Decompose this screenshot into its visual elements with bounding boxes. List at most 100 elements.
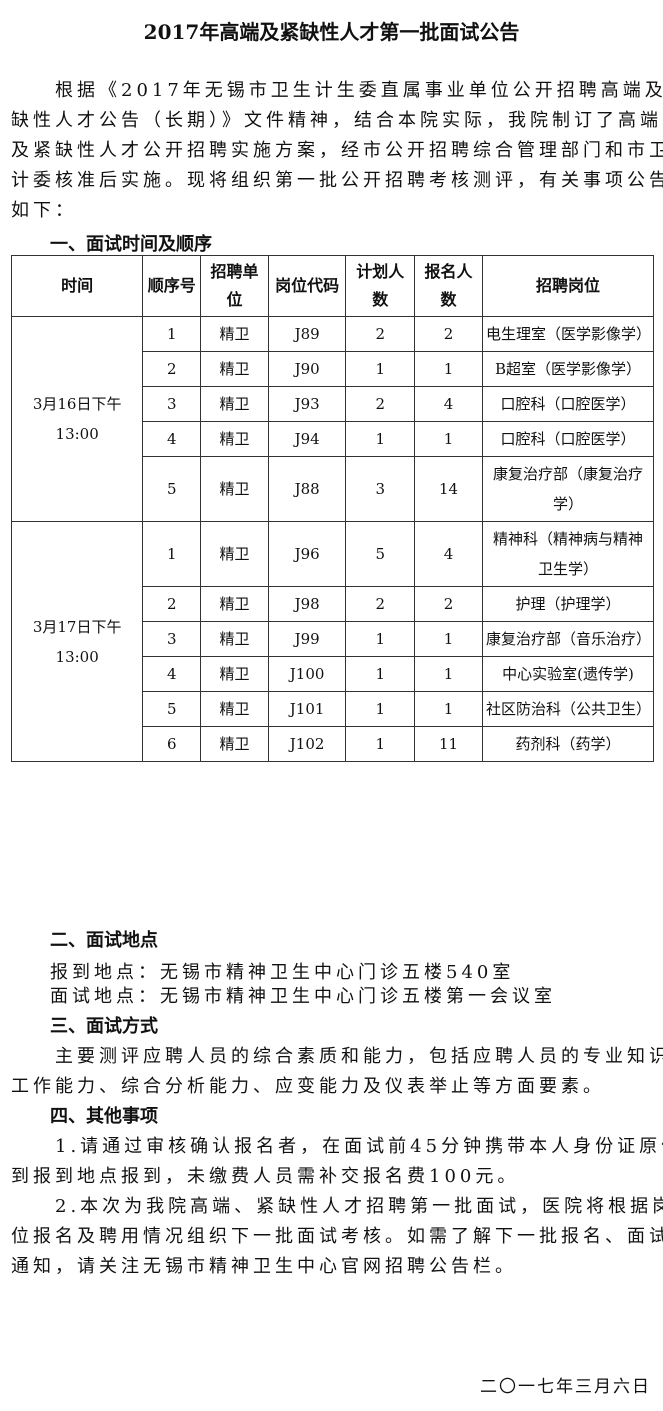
table-cell: J98 <box>267 586 347 622</box>
section-heading-4: 四、其他事项 <box>50 1106 158 1127</box>
table-cell: 精卫 <box>200 621 269 657</box>
table-cell: 精卫 <box>200 656 269 692</box>
column-header: 报名人数 <box>414 255 483 317</box>
table-cell: 康复治疗部（音乐治疗） <box>482 621 654 657</box>
table-cell: J88 <box>267 456 347 522</box>
table-cell: 4 <box>142 656 202 692</box>
table-cell: 1 <box>345 421 416 457</box>
table-row: 2 精卫 J98 2 2 护理（护理学） <box>12 586 654 622</box>
text-line: 到报到地点报到，未缴费人员需补交报名费100元。 <box>11 1166 520 1187</box>
table-row: 3 精卫 J99 1 1 康复治疗部（音乐治疗） <box>12 621 654 657</box>
table-cell: 1 <box>414 351 483 387</box>
table-cell: 1 <box>414 691 483 727</box>
table-cell: 2 <box>414 586 483 622</box>
table-cell: 口腔科（口腔医学） <box>482 386 654 422</box>
table-row: 6 精卫 J102 1 11 药剂科（药学） <box>12 726 654 762</box>
table-cell: J99 <box>267 621 347 657</box>
text-line: 如下： <box>11 200 77 221</box>
table-cell: B超室（医学影像学） <box>482 351 654 387</box>
table-cell: 1 <box>142 316 202 352</box>
table-cell: 电生理室（医学影像学） <box>482 316 654 352</box>
column-header: 顺序号 <box>142 255 202 317</box>
table-row: 3月17日下午13:00 1 精卫 J96 5 4 精神科（精神病与精神卫生学） <box>10 521 654 762</box>
table-cell: 3 <box>142 386 202 422</box>
table-cell: 2 <box>345 316 416 352</box>
table-cell: 护理（护理学） <box>482 586 654 622</box>
table-cell: 1 <box>142 521 202 587</box>
table-cell: 2 <box>345 586 416 622</box>
table-cell: 康复治疗部（康复治疗学） <box>482 456 654 522</box>
text-line: 缺性人才公告（长期）》文件精神，结合本院实际，我院制订了高端 <box>11 110 662 131</box>
table-cell: 精卫 <box>200 691 269 727</box>
table-cell: 1 <box>345 351 416 387</box>
interview-schedule-table: 时间 顺序号 招聘单位 岗位代码 计划人数 报名人数 招聘岗位 3月16日下午13:00 1 精… <box>10 255 654 762</box>
table-cell: 1 <box>345 656 416 692</box>
column-header: 招聘岗位 <box>482 255 654 317</box>
table-cell: J94 <box>267 421 347 457</box>
table-cell: 1 <box>414 421 483 457</box>
column-header: 时间 <box>10 255 144 317</box>
table-cell: J102 <box>267 726 347 762</box>
text-line: 2.本次为我院高端、紧缺性人才招聘第一批面试，医院将根据岗 <box>11 1196 663 1217</box>
time-cell: 3月16日下午13:00 <box>10 316 144 522</box>
table-cell: 2 <box>345 386 416 422</box>
report-place: 报到地点：无锡市精神卫生中心门诊五楼540室 <box>50 962 515 983</box>
table-cell: 精卫 <box>200 386 269 422</box>
table-cell: 3 <box>345 456 416 522</box>
section-heading-1: 一、面试时间及顺序 <box>50 234 212 255</box>
time-cell: 3月17日下午13:00 <box>10 521 144 762</box>
table-cell: 6 <box>142 726 202 762</box>
table-cell: 中心实验室(遗传学) <box>482 656 654 692</box>
table-row: 4 精卫 J94 1 1 口腔科（口腔医学） <box>12 421 654 457</box>
table-cell: J96 <box>267 521 347 587</box>
table-cell: 1 <box>345 691 416 727</box>
table-cell: J89 <box>267 316 347 352</box>
table-cell: 精卫 <box>200 421 269 457</box>
section-heading-2: 二、面试地点 <box>50 930 158 951</box>
table-cell: 3 <box>142 621 202 657</box>
publish-date: 二〇一七年三月六日 <box>480 1377 651 1397</box>
table-cell: 14 <box>414 456 483 522</box>
table-cell: 5 <box>142 691 202 727</box>
text-line: 位报名及聘用情况组织下一批面试考核。如需了解下一批报名、面试 <box>11 1226 663 1247</box>
table-row: 3 精卫 J93 2 4 口腔科（口腔医学） <box>12 386 654 422</box>
text-line: 1.请通过审核确认报名者，在面试前45分钟携带本人身份证原件 <box>11 1136 663 1157</box>
table-cell: 4 <box>414 386 483 422</box>
text-line: 主要测评应聘人员的综合素质和能力，包括应聘人员的专业知识、 <box>11 1046 663 1067</box>
table-cell: 精卫 <box>200 316 269 352</box>
table-cell: 2 <box>414 316 483 352</box>
table-cell: 社区防治科（公共卫生） <box>482 691 654 727</box>
text-line: 及紧缺性人才公开招聘实施方案，经市公开招聘综合管理部门和市卫 <box>11 140 663 161</box>
table-cell: J101 <box>267 691 347 727</box>
table-cell: 精卫 <box>200 521 269 587</box>
table-cell: 口腔科（口腔医学） <box>482 421 654 457</box>
page-title: 2017年高端及紧缺性人才第一批面试公告 <box>143 20 520 44</box>
table-cell: 精卫 <box>200 726 269 762</box>
table-cell: 2 <box>142 586 202 622</box>
table-cell: 精卫 <box>200 456 269 522</box>
table-cell: J93 <box>267 386 347 422</box>
table-cell: J100 <box>267 656 347 692</box>
table-cell: 精卫 <box>200 351 269 387</box>
column-header: 岗位代码 <box>267 255 347 317</box>
table-cell: 5 <box>345 521 416 587</box>
table-cell: 药剂科（药学） <box>482 726 654 762</box>
table-cell: 1 <box>414 656 483 692</box>
table-cell: 1 <box>345 621 416 657</box>
text-line: 计委核准后实施。现将组织第一批公开招聘考核测评，有关事项公告 <box>11 170 663 191</box>
table-cell: J90 <box>267 351 347 387</box>
text-line: 根据《2017年无锡市卫生计生委直属事业单位公开招聘高端及紧 <box>11 80 663 101</box>
column-header: 计划人数 <box>345 255 416 317</box>
interview-place: 面试地点：无锡市精神卫生中心门诊五楼第一会议室 <box>50 986 556 1007</box>
table-cell: 4 <box>142 421 202 457</box>
section-heading-3: 三、面试方式 <box>50 1016 158 1037</box>
table-cell: 2 <box>142 351 202 387</box>
table-cell: 1 <box>414 621 483 657</box>
table-cell: 5 <box>142 456 202 522</box>
text-line: 通知，请关注无锡市精神卫生中心官网招聘公告栏。 <box>11 1256 517 1277</box>
table-cell: 精神科（精神病与精神卫生学） <box>482 521 654 587</box>
table-row: 5 精卫 J101 1 1 社区防治科（公共卫生） <box>12 691 654 727</box>
column-header: 招聘单位 <box>200 255 269 317</box>
table-cell: 精卫 <box>200 586 269 622</box>
